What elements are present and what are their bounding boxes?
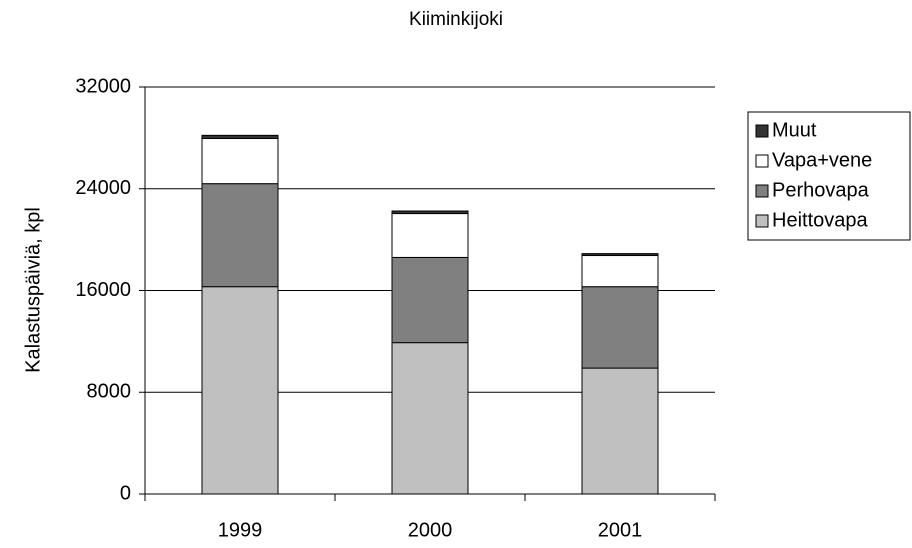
bar-segment xyxy=(581,367,659,495)
y-tick-label: 0 xyxy=(120,482,131,504)
bar-segment xyxy=(201,138,279,185)
chart-title: Kiiminkijoki xyxy=(409,9,503,30)
legend-swatch xyxy=(755,154,769,168)
legend-label: Heittovapa xyxy=(772,209,868,231)
y-tick-label: 16000 xyxy=(75,279,131,301)
legend-label: Vapa+vene xyxy=(772,149,872,171)
bar-segment xyxy=(581,286,659,369)
bar-segment xyxy=(391,256,469,344)
legend-label: Muut xyxy=(772,119,817,141)
x-tick-label: 2001 xyxy=(598,519,643,541)
x-tick-label: 2000 xyxy=(408,519,453,541)
bar-segment xyxy=(581,253,659,257)
legend-swatch xyxy=(755,184,769,198)
y-axis-label: Kalastuspäiviä, kpl xyxy=(22,207,44,373)
bar-segment xyxy=(581,255,659,288)
legend-swatch xyxy=(755,214,769,228)
legend-box xyxy=(747,111,911,241)
legend-label: Perhovapa xyxy=(772,179,870,201)
bar-segment xyxy=(201,183,279,288)
y-tick-label: 24000 xyxy=(75,177,131,199)
legend-swatch xyxy=(755,124,769,138)
bar-segment xyxy=(391,342,469,495)
y-tick-label: 8000 xyxy=(87,381,132,403)
bar-segment xyxy=(201,286,279,495)
bar-segment xyxy=(391,213,469,258)
y-tick-label: 32000 xyxy=(75,75,131,97)
bar-segment xyxy=(201,134,279,140)
bar-segment xyxy=(391,210,469,215)
x-tick-label: 1999 xyxy=(218,519,263,541)
